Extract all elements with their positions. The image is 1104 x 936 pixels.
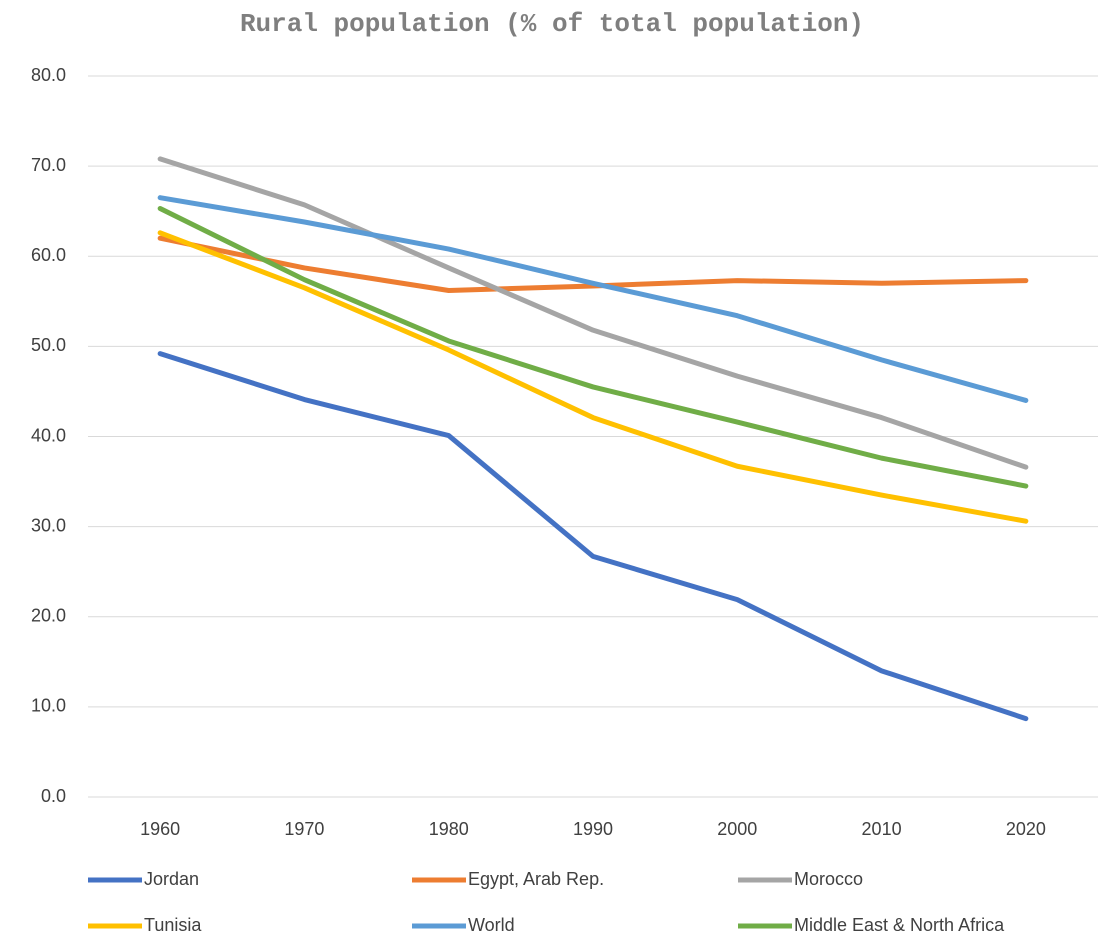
y-tick-label: 20.0	[31, 606, 66, 626]
y-tick-label: 70.0	[31, 155, 66, 175]
chart-title: Rural population (% of total population)	[240, 9, 864, 39]
legend-label: World	[468, 915, 515, 935]
legend-label: Jordan	[144, 869, 199, 889]
x-tick-label: 1960	[140, 819, 180, 839]
y-tick-label: 80.0	[31, 65, 66, 85]
legend-label: Morocco	[794, 869, 863, 889]
legend-label: Tunisia	[144, 915, 202, 935]
legend-label: Egypt, Arab Rep.	[468, 869, 604, 889]
series-line	[157, 195, 1029, 403]
series-line	[157, 156, 1029, 470]
series-line	[157, 205, 1029, 489]
x-tick-label: 1970	[284, 819, 324, 839]
series-line	[157, 351, 1029, 722]
x-tick-label: 2020	[1006, 819, 1046, 839]
y-tick-label: 40.0	[31, 425, 66, 445]
series-line	[157, 230, 1029, 524]
y-tick-label: 10.0	[31, 696, 66, 716]
y-tick-label: 50.0	[31, 335, 66, 355]
y-tick-label: 0.0	[41, 786, 66, 806]
x-tick-label: 1980	[429, 819, 469, 839]
x-tick-label: 1990	[573, 819, 613, 839]
y-tick-label: 30.0	[31, 515, 66, 535]
y-tick-label: 60.0	[31, 245, 66, 265]
legend-label: Middle East & North Africa	[794, 915, 1005, 935]
series-line	[157, 235, 1029, 293]
x-tick-label: 2000	[717, 819, 757, 839]
x-tick-label: 2010	[862, 819, 902, 839]
